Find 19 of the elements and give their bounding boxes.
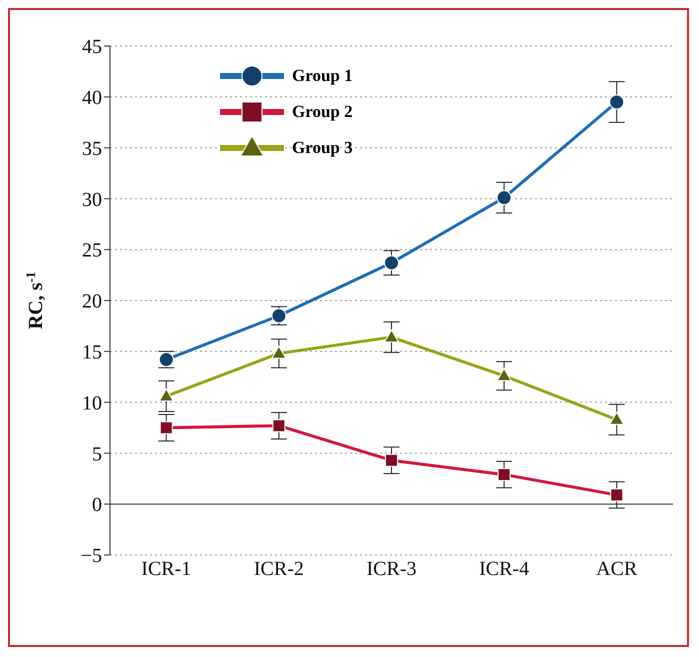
x-tick-label: ACR <box>596 558 638 580</box>
y-tick-label: 40 <box>82 87 102 109</box>
y-tick-label: 45 <box>82 36 102 58</box>
y-tick-label: 35 <box>82 138 102 160</box>
y-tick-label: 5 <box>92 443 102 466</box>
y-tick-label: 25 <box>82 240 102 262</box>
x-tick-label: ICR-1 <box>141 558 192 580</box>
legend-label: Group 3 <box>292 138 353 158</box>
x-tick-label: ICR-2 <box>254 558 304 580</box>
y-tick-label: 20 <box>82 290 102 313</box>
x-tick-label: ICR-4 <box>479 558 530 580</box>
y-tick-label: 10 <box>82 392 102 414</box>
x-tick-label: ICR-3 <box>366 558 416 580</box>
legend-label: Group 1 <box>292 66 353 86</box>
y-tick-label: 30 <box>82 188 102 211</box>
y-tick-label: 15 <box>82 342 102 364</box>
y-tick-label: −5 <box>80 545 102 568</box>
legend-label: Group 2 <box>292 102 353 122</box>
y-tick-label: 0 <box>92 494 102 516</box>
